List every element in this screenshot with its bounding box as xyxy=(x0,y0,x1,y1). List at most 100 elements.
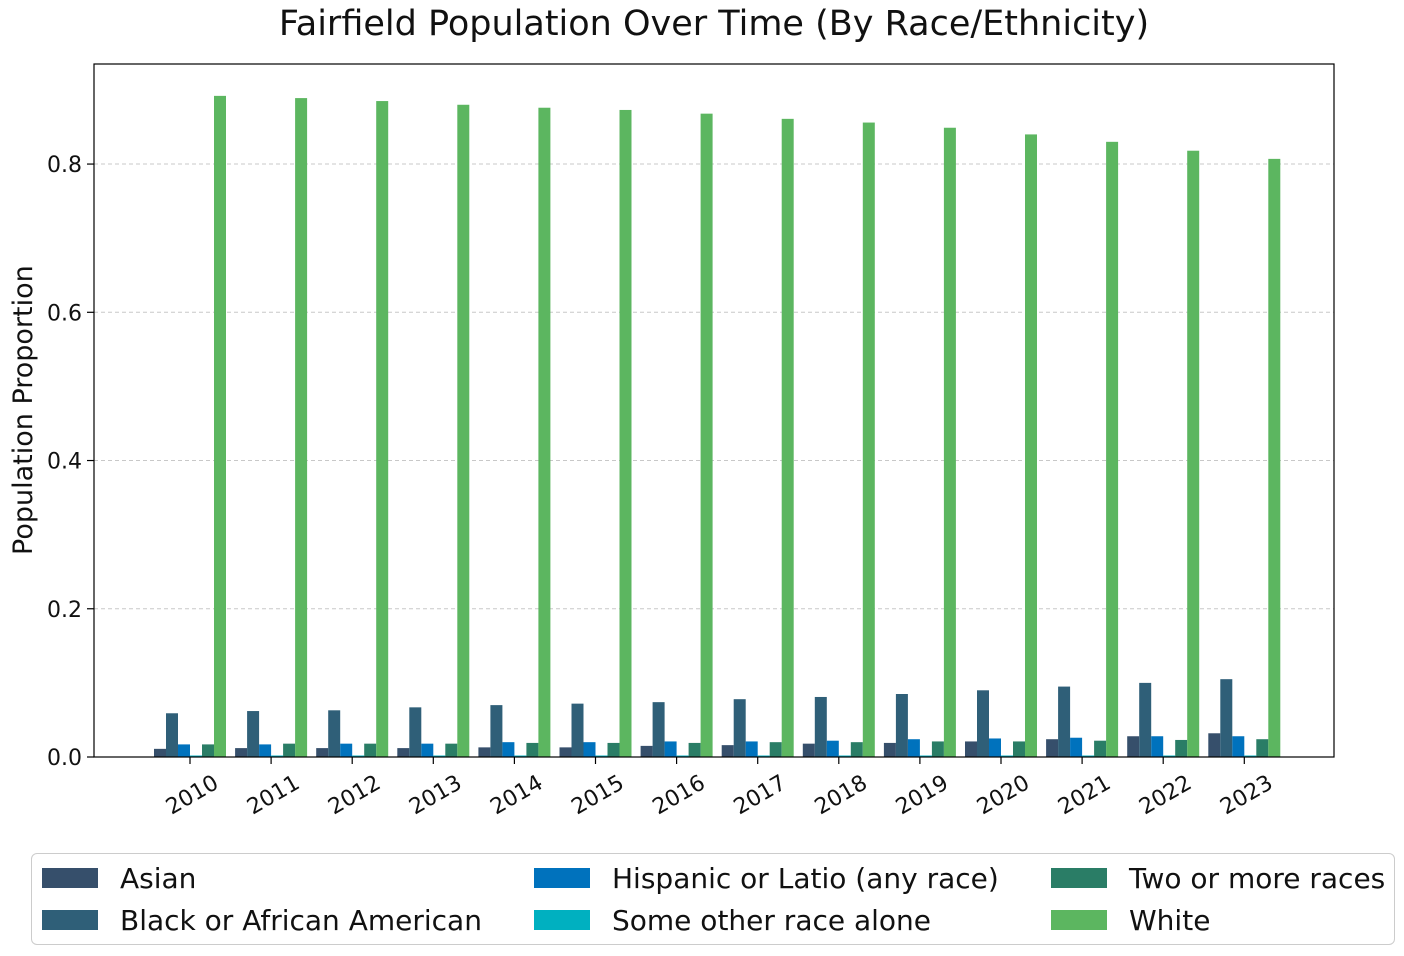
bar xyxy=(316,748,329,757)
bar xyxy=(478,747,491,757)
bar xyxy=(664,741,677,757)
legend-swatch xyxy=(42,868,98,888)
bar xyxy=(838,755,851,757)
bar xyxy=(259,744,272,757)
bar xyxy=(283,743,296,757)
bar xyxy=(190,755,202,757)
legend-item: Some other race alone xyxy=(534,900,931,940)
bar xyxy=(814,696,827,757)
bar xyxy=(559,747,572,757)
bar xyxy=(1013,741,1025,757)
bar xyxy=(457,104,470,757)
bar xyxy=(1082,755,1095,757)
bar xyxy=(1244,755,1257,757)
bar xyxy=(1001,755,1013,757)
bar xyxy=(1058,686,1071,757)
bar xyxy=(409,707,422,757)
bar xyxy=(977,690,989,757)
bar xyxy=(526,742,539,757)
legend-swatch xyxy=(1051,910,1107,930)
bar xyxy=(1070,737,1083,757)
x-tick-label: 2022 xyxy=(1135,771,1196,821)
legend-item: Asian xyxy=(42,858,196,898)
bar xyxy=(1256,739,1269,757)
bar xyxy=(688,742,701,757)
bar xyxy=(619,109,632,757)
legend-label: White xyxy=(1129,903,1211,937)
legend: Asian Black or African American Hispanic o… xyxy=(31,853,1395,945)
bar xyxy=(214,95,226,757)
bar xyxy=(802,743,815,757)
bar xyxy=(676,755,689,757)
bar xyxy=(1151,736,1164,757)
bar xyxy=(433,755,446,757)
chart-plot: 0.0 0.2 0.4 0.6 0.8 2010 2011 2012 2013 2014 2015 2… xyxy=(47,63,1335,821)
bar xyxy=(271,755,284,757)
x-tick-label: 2011 xyxy=(243,771,304,821)
y-tick-label: 0.8 xyxy=(47,153,82,178)
bar xyxy=(1025,134,1037,758)
bar xyxy=(502,742,515,757)
y-tick-label: 0.4 xyxy=(47,450,82,475)
legend-label: Hispanic or Latio (any race) xyxy=(612,861,999,895)
bar xyxy=(965,741,977,757)
x-tick-label: 2017 xyxy=(730,771,791,821)
bar xyxy=(1046,739,1059,757)
bar xyxy=(700,113,713,758)
bar xyxy=(826,740,839,757)
legend-item: White xyxy=(1051,900,1210,940)
bar xyxy=(364,743,377,757)
bar xyxy=(931,741,944,757)
bar xyxy=(721,745,734,757)
bar xyxy=(1106,141,1119,757)
bar xyxy=(733,699,746,757)
bar xyxy=(607,742,620,757)
bar xyxy=(757,755,770,757)
bar xyxy=(202,744,214,757)
bar xyxy=(1187,150,1200,757)
bar xyxy=(583,742,596,757)
bar xyxy=(421,743,434,757)
x-tick-label: 2016 xyxy=(649,771,710,821)
x-tick-label: 2012 xyxy=(324,771,385,821)
legend-item: Black or African American xyxy=(42,900,482,940)
x-tick-label: 2019 xyxy=(892,771,953,821)
bar xyxy=(490,705,503,757)
bar xyxy=(907,739,920,757)
legend-label: Black or African American xyxy=(120,903,482,937)
y-tick-label: 0.0 xyxy=(47,746,82,771)
bar xyxy=(166,713,178,757)
bar xyxy=(514,755,527,757)
x-tick-label: 2013 xyxy=(405,771,466,821)
legend-swatch xyxy=(534,868,590,888)
legend-swatch xyxy=(534,910,590,930)
bar xyxy=(328,710,341,757)
bar xyxy=(781,118,794,758)
bar xyxy=(1175,739,1188,757)
bar xyxy=(445,743,458,757)
x-tick-label: 2015 xyxy=(568,771,629,821)
y-tick-label: 0.6 xyxy=(47,301,82,326)
bar xyxy=(595,755,608,757)
bar xyxy=(154,748,166,757)
bar xyxy=(640,745,653,757)
legend-item: Two or more races xyxy=(1051,858,1385,898)
bar xyxy=(352,755,365,757)
x-tick-label: 2010 xyxy=(162,771,223,821)
x-tick-label: 2023 xyxy=(1216,771,1277,821)
bar xyxy=(235,748,248,757)
bar xyxy=(1163,755,1176,757)
bar xyxy=(1208,733,1221,757)
x-tick-label: 2014 xyxy=(486,771,547,821)
bar xyxy=(652,702,665,757)
bar xyxy=(295,98,308,757)
legend-swatch xyxy=(42,910,98,930)
legend-label: Asian xyxy=(120,861,197,895)
bar xyxy=(989,738,1001,757)
bar xyxy=(571,703,584,757)
bar xyxy=(178,744,190,757)
bar xyxy=(340,743,353,757)
bar xyxy=(862,122,875,758)
bar xyxy=(769,742,782,757)
bar xyxy=(1127,736,1140,757)
